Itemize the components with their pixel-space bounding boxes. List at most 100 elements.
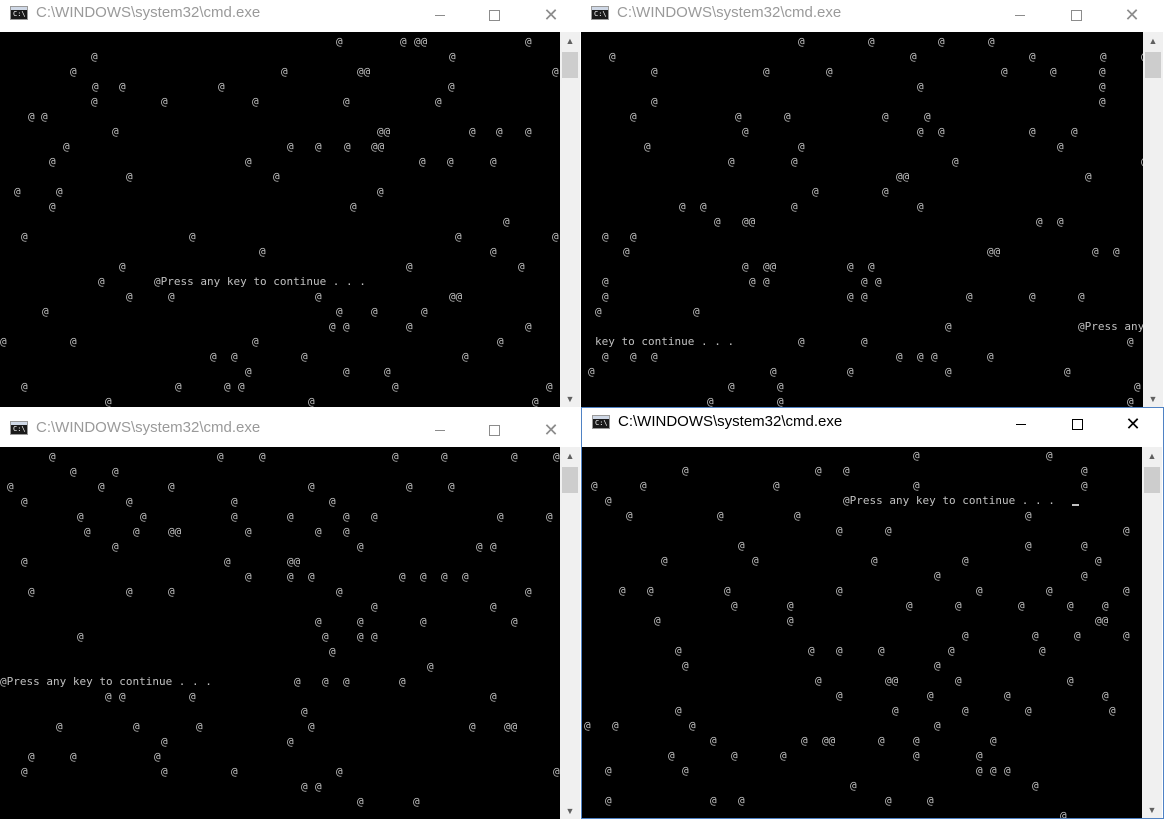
console-char: @ [329, 320, 336, 333]
console-char: @ [1081, 464, 1088, 477]
console-char: @@ [896, 170, 910, 183]
console-char: @ [906, 599, 913, 612]
scroll-up-arrow-icon[interactable]: ▲ [565, 450, 575, 461]
console-char: @ [1067, 599, 1074, 612]
console-output[interactable]: @@@@@@@@@@@@@@@@@@@@@@@@@@@@@@@@@@@@@@@@… [0, 32, 560, 407]
console-char: @ [469, 125, 476, 138]
console-char: @ [441, 450, 448, 463]
console-char: @ [1113, 245, 1120, 258]
maximize-icon[interactable] [1054, 409, 1100, 439]
console-char: @ [892, 704, 899, 717]
title-bar[interactable]: C:\ C:\WINDOWS\system32\cmd.exe ✕ [582, 409, 1163, 441]
console-char: @ [1018, 599, 1025, 612]
console-char: @ [1057, 215, 1064, 228]
cmd-window-bottom-left[interactable]: C:\ C:\WINDOWS\system32\cmd.exe ✕ @ @ @ @ @ @… [0, 415, 580, 819]
console-char: @ [752, 554, 759, 567]
scroll-thumb[interactable] [1144, 467, 1160, 493]
close-icon[interactable]: ✕ [543, 419, 559, 440]
console-char: @ [553, 450, 560, 463]
maximize-icon[interactable] [1053, 0, 1099, 30]
console-char: @ [419, 155, 426, 168]
scroll-down-arrow-icon[interactable]: ▼ [565, 393, 575, 404]
console-char: @ [682, 659, 689, 672]
console-char: @ [913, 449, 920, 462]
console-text: @Press any [1078, 320, 1144, 333]
console-char: @ [315, 290, 322, 303]
console-char: @ [322, 630, 329, 643]
console-char: @ [552, 65, 559, 78]
vertical-scrollbar[interactable]: ▲ ▼ [1142, 447, 1162, 818]
vertical-scrollbar[interactable]: ▲ ▼ [1143, 32, 1163, 407]
minimize-icon[interactable] [417, 0, 463, 30]
console-char: @ [126, 585, 133, 598]
console-char: @ [1123, 524, 1130, 537]
maximize-icon[interactable] [471, 0, 517, 30]
console-char: @ [496, 125, 503, 138]
cmd-window-top-right[interactable]: C:\ C:\WINDOWS\system32\cmd.exe ✕ @ @ @ @ @ @… [581, 0, 1164, 407]
console-char: @ [532, 395, 539, 407]
scroll-thumb[interactable] [1145, 52, 1161, 78]
vertical-scrollbar[interactable]: ▲ ▼ [560, 447, 580, 819]
console-char: @ [770, 365, 777, 378]
console-char: @ [469, 720, 476, 733]
scroll-down-arrow-icon[interactable]: ▼ [1148, 393, 1158, 404]
cmd-icon[interactable]: C:\ [592, 415, 610, 429]
cmd-window-bottom-right[interactable]: C:\ C:\WINDOWS\system32\cmd.exe ✕ @ @ @ @ @ @… [581, 407, 1164, 819]
console-char: @ [679, 200, 686, 213]
close-icon[interactable]: ✕ [1124, 4, 1140, 25]
console-char: @ [791, 155, 798, 168]
console-text-layer: @@@@@@@@@@@@@@@@@@@@@@@@@@@@@@@@@@@@@@@@… [588, 35, 1144, 407]
console-char: @ [315, 780, 322, 793]
console-char: @ [301, 780, 308, 793]
console-char: @ [336, 35, 343, 48]
console-char: @ [490, 540, 497, 553]
scroll-up-arrow-icon[interactable]: ▲ [565, 35, 575, 46]
console-char: @ [798, 140, 805, 153]
close-icon[interactable]: ✕ [1125, 413, 1141, 434]
console-char: @ [525, 585, 532, 598]
console-char: @ [336, 305, 343, 318]
console-char: @ [525, 35, 532, 48]
cmd-icon[interactable]: C:\ [10, 421, 28, 435]
console-char: @ [273, 170, 280, 183]
console-char: @ [675, 644, 682, 657]
scroll-down-arrow-icon[interactable]: ▼ [565, 805, 575, 816]
minimize-icon[interactable] [998, 409, 1044, 439]
console-char: @ [476, 540, 483, 553]
console-char: @ [49, 155, 56, 168]
close-icon[interactable]: ✕ [543, 4, 559, 25]
text-cursor [1072, 504, 1079, 506]
cmd-icon[interactable]: C:\ [10, 6, 28, 20]
cmd-icon[interactable]: C:\ [591, 6, 609, 20]
console-char: @ [962, 704, 969, 717]
scroll-up-arrow-icon[interactable]: ▲ [1147, 450, 1157, 461]
minimize-icon[interactable] [417, 415, 463, 445]
scroll-thumb[interactable] [562, 467, 578, 493]
console-char: @ [945, 365, 952, 378]
title-bar[interactable]: C:\ C:\WINDOWS\system32\cmd.exe ✕ [581, 0, 1164, 32]
maximize-icon[interactable] [471, 415, 517, 445]
console-output[interactable]: @@@@@@@@@@@@@@@@@@@@@@@@@@@@@@@@@@@@@@@@… [0, 447, 560, 819]
console-char: @ [1092, 245, 1099, 258]
console-char: @ [878, 644, 885, 657]
minimize-icon[interactable] [997, 0, 1043, 30]
console-char: @ [435, 95, 442, 108]
cmd-window-top-left[interactable]: C:\ C:\WINDOWS\system32\cmd.exe ✕ @ @ @@ @ @… [0, 0, 580, 407]
console-char: @ [836, 689, 843, 702]
console-char: @ [1102, 689, 1109, 702]
console-char: @ [441, 570, 448, 583]
console-char: @ [1046, 449, 1053, 462]
console-char: @ [287, 140, 294, 153]
scroll-up-arrow-icon[interactable]: ▲ [1148, 35, 1158, 46]
console-output[interactable]: @ @ @ @ @ @ @ @ @ @ @ @ @Press any key to continue .… [582, 447, 1143, 818]
console-char: @ [448, 480, 455, 493]
console-output[interactable]: @@@@@@@@@@@@@@@@@@@@@@@@@@@@@@@@@@@@@@@@… [581, 32, 1144, 407]
console-char: @ [294, 675, 301, 688]
scroll-thumb[interactable] [562, 52, 578, 78]
console-text-layer: @@@@@@@@@@@@@@@@@@@@@@@@@@@@@@@@@@@@@@@@… [0, 450, 560, 808]
vertical-scrollbar[interactable]: ▲ ▼ [560, 32, 580, 407]
console-char: @@ [377, 125, 391, 138]
title-bar[interactable]: C:\ C:\WINDOWS\system32\cmd.exe ✕ [0, 0, 580, 32]
scroll-down-arrow-icon[interactable]: ▼ [1147, 804, 1157, 815]
title-bar[interactable]: C:\ C:\WINDOWS\system32\cmd.exe ✕ [0, 415, 580, 447]
